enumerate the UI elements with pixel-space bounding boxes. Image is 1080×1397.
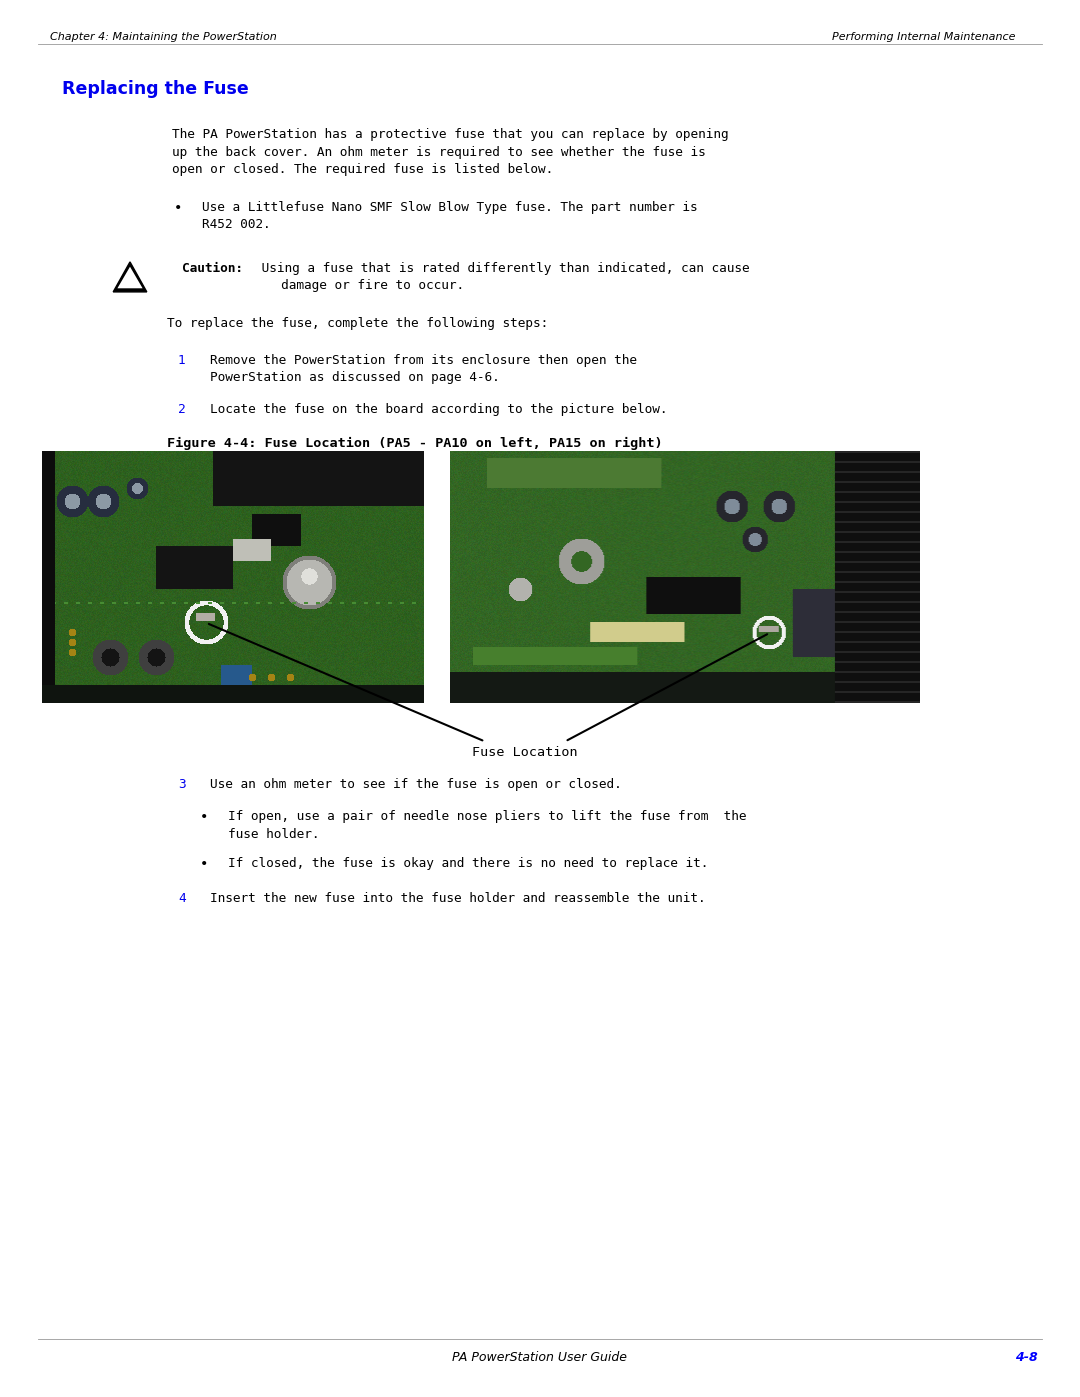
Text: Replacing the Fuse: Replacing the Fuse [62, 80, 248, 98]
Text: up the back cover. An ohm meter is required to see whether the fuse is: up the back cover. An ohm meter is requi… [172, 145, 705, 158]
Text: Insert the new fuse into the fuse holder and reassemble the unit.: Insert the new fuse into the fuse holder… [210, 893, 705, 905]
Text: 1: 1 [178, 353, 186, 367]
Text: 4-8: 4-8 [1015, 1351, 1038, 1363]
Text: PowerStation as discussed on page 4-6.: PowerStation as discussed on page 4-6. [210, 372, 500, 384]
Text: 2: 2 [178, 402, 186, 416]
Text: Use a Littlefuse Nano SMF Slow Blow Type fuse. The part number is: Use a Littlefuse Nano SMF Slow Blow Type… [202, 201, 698, 214]
Text: damage or fire to occur.: damage or fire to occur. [183, 279, 464, 292]
Text: Figure 4-4: Fuse Location (PA5 - PA10 on left, PA15 on right): Figure 4-4: Fuse Location (PA5 - PA10 on… [167, 436, 663, 450]
Text: Use an ohm meter to see if the fuse is open or closed.: Use an ohm meter to see if the fuse is o… [210, 778, 622, 791]
Text: •: • [174, 201, 183, 215]
Text: !: ! [127, 277, 133, 289]
Text: If closed, the fuse is okay and there is no need to replace it.: If closed, the fuse is okay and there is… [228, 856, 708, 870]
Polygon shape [118, 267, 143, 288]
Text: PA PowerStation User Guide: PA PowerStation User Guide [453, 1351, 627, 1363]
Text: 4: 4 [178, 893, 186, 905]
Text: Fuse Location: Fuse Location [472, 746, 578, 759]
Text: The PA PowerStation has a protective fuse that you can replace by opening: The PA PowerStation has a protective fus… [172, 129, 729, 141]
Text: If open, use a pair of needle nose pliers to lift the fuse from  the: If open, use a pair of needle nose plier… [228, 810, 746, 823]
Polygon shape [113, 261, 147, 292]
Text: Chapter 4: Maintaining the PowerStation: Chapter 4: Maintaining the PowerStation [50, 32, 276, 42]
Text: 3: 3 [178, 778, 186, 791]
Text: Locate the fuse on the board according to the picture below.: Locate the fuse on the board according t… [210, 402, 667, 416]
Text: open or closed. The required fuse is listed below.: open or closed. The required fuse is lis… [172, 163, 553, 176]
Text: Performing Internal Maintenance: Performing Internal Maintenance [832, 32, 1015, 42]
Text: Caution:: Caution: [183, 261, 243, 274]
Text: •: • [200, 856, 208, 870]
Text: R452 002.: R452 002. [202, 218, 271, 231]
Text: fuse holder.: fuse holder. [228, 827, 320, 841]
Text: •: • [200, 810, 208, 824]
Text: To replace the fuse, complete the following steps:: To replace the fuse, complete the follow… [167, 317, 549, 330]
Text: Using a fuse that is rated differently than indicated, can cause: Using a fuse that is rated differently t… [254, 261, 750, 274]
Text: Remove the PowerStation from its enclosure then open the: Remove the PowerStation from its enclosu… [210, 353, 637, 367]
